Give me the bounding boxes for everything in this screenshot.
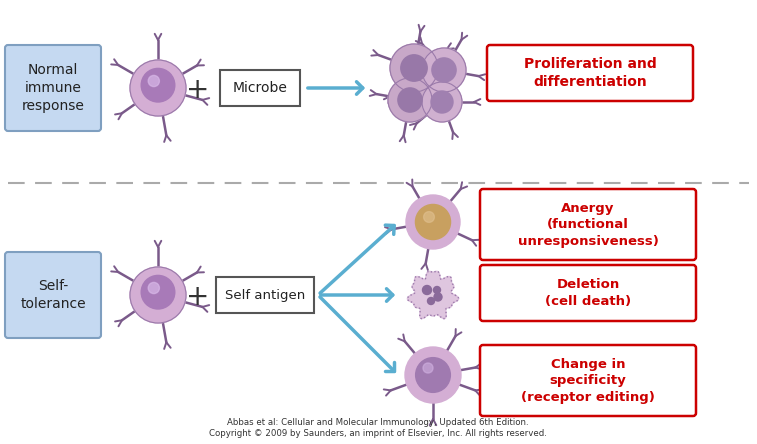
Text: Change in
specificity
(receptor editing): Change in specificity (receptor editing) (521, 357, 655, 404)
Circle shape (148, 75, 160, 87)
Text: Deletion
(cell death): Deletion (cell death) (545, 278, 631, 308)
Text: Copyright © 2009 by Saunders, an imprint of Elsevier, Inc. All rights reserved.: Copyright © 2009 by Saunders, an imprint… (209, 429, 547, 438)
Circle shape (142, 68, 175, 102)
Circle shape (424, 212, 435, 222)
Circle shape (422, 82, 462, 122)
Circle shape (434, 286, 441, 293)
Circle shape (422, 285, 431, 294)
FancyBboxPatch shape (5, 252, 101, 338)
FancyBboxPatch shape (220, 70, 300, 106)
Text: +: + (186, 283, 210, 311)
Circle shape (416, 204, 450, 240)
Circle shape (432, 58, 456, 82)
Text: Abbas et al: Cellular and Molecular Immunology, Updated 6th Edition.: Abbas et al: Cellular and Molecular Immu… (227, 418, 529, 427)
Circle shape (405, 347, 461, 403)
Circle shape (388, 78, 432, 122)
Text: Self antigen: Self antigen (225, 289, 305, 301)
Circle shape (400, 55, 427, 81)
Circle shape (428, 297, 435, 305)
Polygon shape (407, 271, 459, 319)
Text: Proliferation and
differentiation: Proliferation and differentiation (524, 57, 656, 89)
FancyBboxPatch shape (487, 45, 693, 101)
Circle shape (130, 60, 186, 116)
Circle shape (431, 91, 453, 113)
Circle shape (390, 44, 438, 92)
FancyBboxPatch shape (480, 345, 696, 416)
Circle shape (398, 88, 422, 112)
Circle shape (148, 282, 160, 293)
Text: Microbe: Microbe (232, 81, 288, 95)
FancyBboxPatch shape (480, 189, 696, 260)
Text: Self-
tolerance: Self- tolerance (20, 279, 86, 311)
Text: Normal
immune
response: Normal immune response (21, 63, 85, 113)
FancyBboxPatch shape (480, 265, 696, 321)
Circle shape (434, 293, 442, 301)
Circle shape (423, 363, 433, 373)
FancyBboxPatch shape (216, 277, 314, 313)
Text: +: + (186, 76, 210, 104)
FancyBboxPatch shape (5, 45, 101, 131)
Circle shape (406, 195, 460, 249)
Circle shape (416, 357, 450, 392)
Circle shape (422, 48, 466, 92)
Circle shape (130, 267, 186, 323)
Text: Anergy
(functional
unresponsiveness): Anergy (functional unresponsiveness) (518, 202, 659, 247)
Circle shape (142, 275, 175, 309)
